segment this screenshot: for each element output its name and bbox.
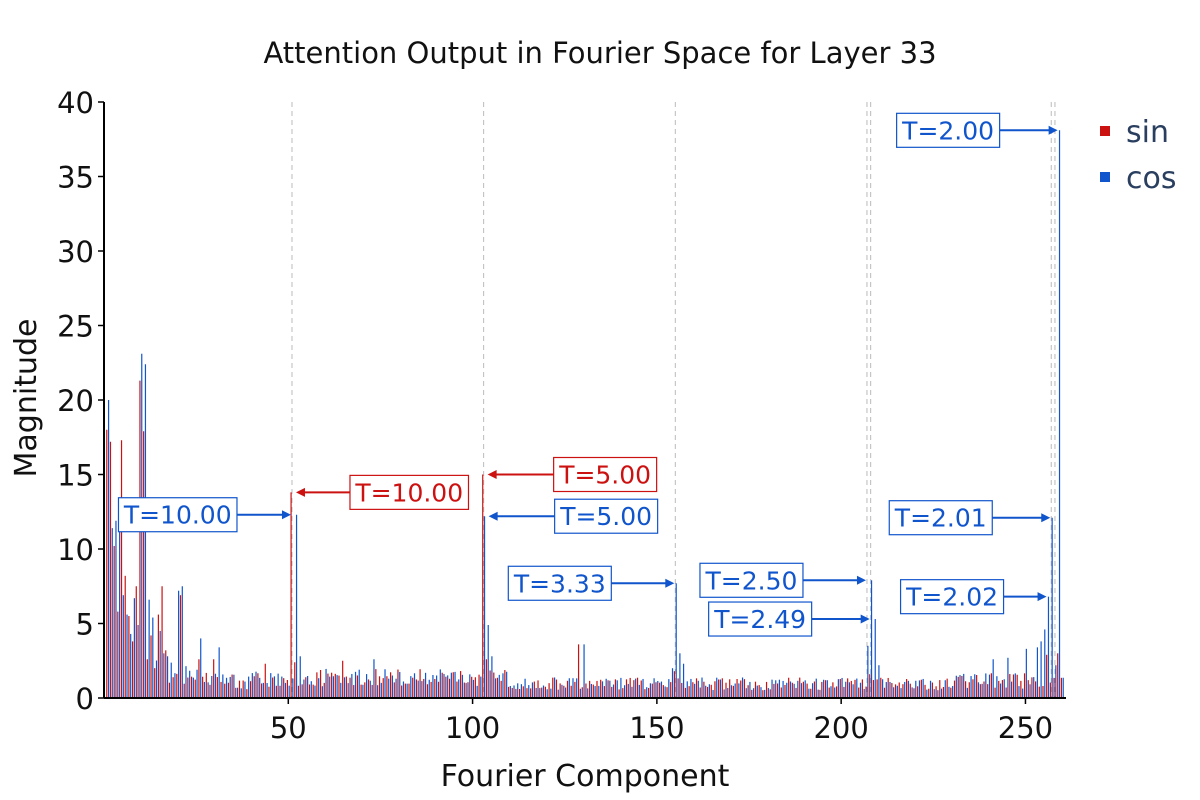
x-tick-label: 150: [629, 711, 684, 745]
y-tick-label: 35: [57, 161, 94, 195]
annotation-box: [888, 500, 993, 536]
annotations: T=10.00 T=10.00 T=5.00 T=5.00 T=3.33 T=2.50 T=…: [117, 112, 1058, 637]
annotation: T=10.00: [295, 474, 470, 510]
annotation: T=2.01: [888, 500, 1051, 536]
annotation-arrowhead: [1048, 125, 1058, 135]
cos-legend-swatch: [1100, 172, 1110, 182]
annotation-arrowhead: [488, 511, 498, 521]
y-tick-label: 5: [76, 608, 94, 642]
annotation-arrowhead: [281, 510, 291, 520]
sin-legend-label: sin: [1126, 115, 1169, 150]
axes: 50 100 150 200 250 0 5 10 15 20 25 30 35 40: [57, 86, 1066, 745]
annotation-label: T=5.00: [558, 461, 651, 490]
annotation-arrowhead: [860, 614, 870, 624]
annotation-label: T=2.49: [713, 605, 806, 634]
annotation-box: [507, 565, 612, 601]
annotation-box: [117, 497, 238, 533]
annotation: T=10.00: [117, 497, 291, 533]
annotation-box: [896, 112, 1001, 148]
annotation-box: [699, 562, 804, 598]
annotation-box: [708, 601, 813, 637]
y-tick-label: 20: [57, 384, 94, 418]
annotation: T=5.00: [488, 498, 659, 534]
annotation: T=2.49: [708, 601, 870, 637]
annotation-label: T=2.02: [905, 583, 998, 612]
annotation-box: [349, 474, 470, 510]
annotation-box: [553, 456, 658, 493]
annotation-box: [899, 579, 1005, 615]
annotation: T=2.00: [896, 112, 1058, 148]
cos-legend-label: cos: [1126, 161, 1176, 196]
y-tick-label: 15: [57, 459, 94, 493]
annotation-label: T=5.00: [559, 502, 652, 531]
y-tick-label: 10: [57, 533, 94, 567]
annotation-label: T=10.00: [123, 501, 232, 530]
x-tick-label: 200: [813, 711, 868, 745]
annotation-label: T=2.50: [705, 566, 798, 595]
sin-legend-swatch: [1100, 126, 1110, 136]
annotation-label: T=2.00: [901, 116, 994, 145]
x-axis-label: Fourier Component: [441, 759, 730, 794]
annotation-label: T=10.00: [354, 478, 463, 507]
annotation-arrowhead: [1041, 513, 1051, 523]
y-axis-label: Magnitude: [9, 319, 44, 478]
annotation: T=2.02: [899, 579, 1047, 615]
bars: [106, 130, 1064, 698]
annotation: T=5.00: [487, 456, 658, 493]
annotation-arrowhead: [295, 487, 305, 497]
annotation-arrowhead: [487, 470, 497, 479]
chart-title: Attention Output in Fourier Space for La…: [263, 36, 936, 70]
x-tick-label: 250: [998, 711, 1053, 745]
annotation-arrowhead: [1037, 592, 1047, 602]
annotation: T=3.33: [507, 565, 675, 601]
y-tick-label: 40: [57, 86, 94, 120]
annotation-arrowhead: [665, 578, 675, 588]
annotation-label: T=3.33: [513, 569, 606, 598]
x-tick-label: 100: [445, 711, 500, 745]
y-tick-label: 30: [57, 235, 94, 269]
annotation-box: [554, 498, 659, 534]
legend: sin cos: [1100, 115, 1176, 196]
annotation-label: T=2.01: [894, 504, 987, 533]
y-tick-label: 25: [57, 310, 94, 344]
annotation: T=2.50: [699, 562, 866, 598]
annotation-arrowhead: [856, 575, 866, 585]
vertical-reference-lines: [291, 102, 1056, 698]
x-tick-label: 50: [270, 711, 307, 745]
y-tick-label: 0: [76, 682, 94, 716]
